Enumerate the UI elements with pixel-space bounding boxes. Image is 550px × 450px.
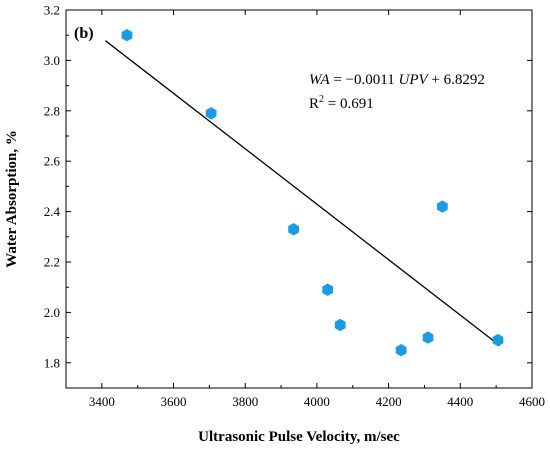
x-tick-label: 3400 [89, 394, 115, 409]
x-axis-title: Ultrasonic Pulse Velocity, m/sec [198, 429, 400, 445]
y-tick-label: 3.0 [44, 53, 60, 68]
data-point [121, 29, 133, 42]
y-tick-label: 2.8 [44, 103, 60, 118]
x-tick-label: 4000 [304, 394, 330, 409]
r-squared-sup: 2 [319, 94, 324, 105]
regression-line [105, 40, 501, 347]
fit-equation: WA = −0.0011 UPV + 6.8292 [309, 72, 485, 88]
y-tick-label: 2.4 [44, 204, 61, 219]
r-squared-base: R [309, 96, 319, 112]
equation-rest: + 6.8292 [428, 72, 485, 88]
data-point [422, 331, 434, 344]
data-point [205, 107, 217, 120]
x-tick-label: 3600 [161, 394, 187, 409]
x-tick-label: 3800 [232, 394, 258, 409]
x-tick-label: 4200 [376, 394, 402, 409]
x-tick-label: 4600 [519, 394, 545, 409]
equation-coef: = −0.0011 [330, 72, 399, 88]
y-axis-ticks: 1.8 2.0 2.2 2.4 2.6 2.8 3.0 3.2 [44, 3, 532, 389]
data-point [322, 283, 334, 296]
equation-lhs: WA [309, 72, 330, 88]
data-point [288, 223, 299, 236]
equation-var: UPV [399, 72, 430, 88]
y-tick-label: 2.6 [44, 154, 61, 169]
data-points [121, 29, 504, 357]
data-point [492, 333, 504, 347]
x-axis-ticks: 3400 3600 3800 4000 4200 4400 4600 [89, 10, 545, 409]
y-tick-label: 2.2 [44, 255, 60, 270]
y-tick-label: 1.8 [44, 355, 60, 370]
y-tick-label: 3.2 [44, 3, 60, 18]
r-squared-value: = 0.691 [324, 96, 374, 112]
x-tick-label: 4400 [447, 394, 473, 409]
data-point [437, 200, 448, 213]
data-point [334, 318, 346, 332]
y-axis-title: Water Absorption, % [4, 130, 20, 268]
panel-label: (b) [74, 25, 94, 42]
y-tick-label: 2.0 [44, 305, 60, 320]
r-squared: R2 = 0.691 [309, 94, 374, 112]
plot-area [65, 9, 533, 389]
plot-frame [65, 9, 533, 389]
data-point [395, 344, 407, 357]
